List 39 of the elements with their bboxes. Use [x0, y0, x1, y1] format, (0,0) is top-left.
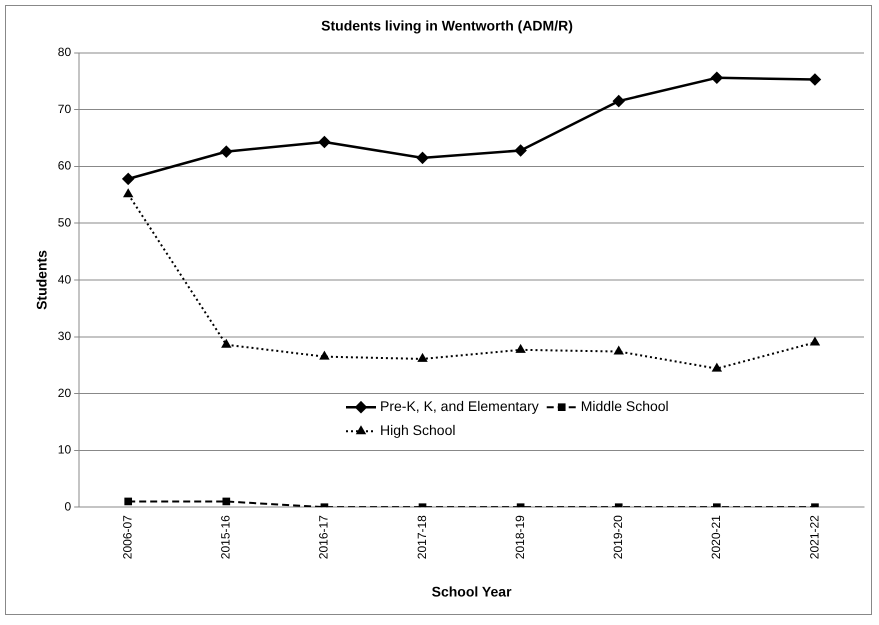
point: [612, 95, 624, 107]
y-tick-label: 70: [58, 102, 72, 116]
y-tick-label: 80: [58, 45, 72, 60]
x-tick-label: 2017-18: [414, 514, 429, 560]
x-tick-label: 2016-17: [316, 514, 331, 560]
y-tick-label: 30: [58, 329, 72, 344]
point: [320, 352, 329, 360]
y-tick-label: 20: [58, 386, 72, 400]
x-tick-label: 2006-07: [120, 514, 135, 560]
x-tick-label: 2015-16: [218, 514, 233, 560]
x-tick-label: 2018-19: [512, 514, 527, 560]
legend-label: Pre-K, K, and Elementary: [380, 398, 539, 414]
point: [318, 136, 330, 148]
point: [416, 152, 428, 164]
point: [810, 337, 820, 346]
point: [516, 344, 526, 353]
y-tick-label: 40: [58, 272, 72, 286]
legend-label: High School: [380, 422, 456, 438]
point: [809, 74, 821, 86]
point: [712, 364, 722, 372]
x-axis-title: School Year: [432, 583, 512, 600]
x-tick-label: 2020-21: [709, 514, 724, 560]
point: [124, 189, 133, 198]
y-tick-label: 50: [58, 216, 72, 230]
point: [220, 146, 232, 158]
point: [614, 346, 624, 355]
point: [122, 173, 134, 185]
point: [418, 354, 427, 362]
y-axis-title: Students: [33, 250, 50, 310]
chart-title: Students living in Wentworth (ADM/R): [321, 17, 573, 34]
x-tick-label: 2021-22: [807, 514, 822, 560]
point: [711, 72, 723, 84]
legend-label: Middle School: [580, 398, 669, 414]
point: [222, 340, 231, 348]
y-tick-label: 60: [58, 158, 72, 173]
y-tick-label: 0: [64, 499, 72, 514]
point: [514, 144, 526, 156]
y-tick-label: 10: [58, 442, 72, 457]
x-tick-label: 2019-20: [611, 514, 626, 560]
